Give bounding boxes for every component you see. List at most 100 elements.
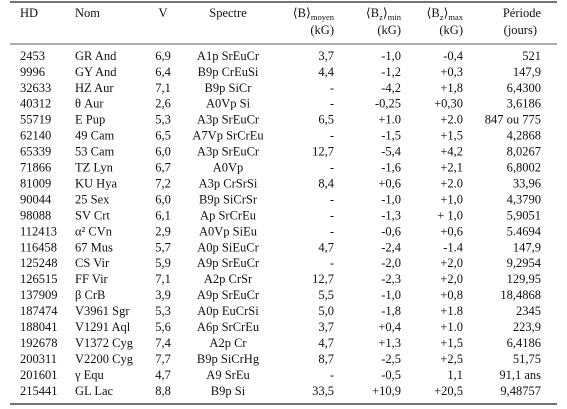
table-cell: Ap SrCrEu (200, 208, 257, 222)
table-cell: 188041 (20, 320, 58, 334)
table-cell: 33,96 (513, 176, 541, 190)
table-cell: - (330, 81, 334, 95)
table-cell: 6,7 (155, 161, 171, 175)
table-cell: +2,1 (440, 161, 463, 175)
header-text: Nom (75, 6, 100, 20)
table-cell: 2,6 (155, 97, 171, 111)
table-cell: - (330, 256, 334, 270)
table-cell: A6p SrCrEu (197, 320, 260, 334)
table-cell: 90044 (20, 192, 52, 206)
table-cell: 4,4 (318, 65, 334, 79)
table-cell: TZ Lyn (75, 161, 114, 175)
header-label: V (158, 6, 167, 20)
table-cell: A1p SrEuCr (197, 49, 260, 63)
table-cell: 55719 (20, 113, 51, 127)
table-cell: 137909 (20, 288, 58, 302)
table-cell: +1,5 (440, 129, 463, 143)
header-text: V (158, 6, 167, 20)
table-cell: -1,5 (381, 129, 401, 143)
table-cell: -1,6 (381, 161, 401, 175)
table-cell: 6,5 (318, 113, 334, 127)
table-cell: +0,6 (440, 224, 463, 238)
table-cell: +2.0 (440, 113, 463, 127)
table-cell: +2,5 (440, 352, 463, 366)
table-cell: GR And (75, 49, 117, 63)
table-cell: A3p SrEuCr (197, 145, 260, 159)
table-cell: 12,7 (312, 145, 334, 159)
table-cell: A2p Cr (209, 336, 247, 350)
table-cell: 8,0267 (507, 145, 541, 159)
table-cell: 6,8002 (507, 161, 541, 175)
table-cell: +1,0 (440, 192, 463, 206)
table-cell: 81009 (20, 176, 51, 190)
header-text: ⟨B (366, 6, 379, 20)
table-cell: 116458 (20, 240, 57, 254)
table-cell: 9996 (20, 65, 45, 79)
table-cell: -1,0 (381, 288, 401, 302)
table-cell: A3p CrSrSi (199, 176, 258, 190)
table-cell: 33,5 (312, 384, 334, 398)
header-unit: (kG) (439, 23, 463, 37)
table-cell: 3,6186 (507, 97, 541, 111)
table-cell: -0,4 (443, 49, 464, 63)
table-cell: 201601 (20, 368, 58, 382)
table-cell: -4,2 (381, 81, 401, 95)
table-cell: A9p SrEuCr (197, 256, 260, 270)
table-cell: 8,4 (318, 176, 334, 190)
table-cell: - (330, 97, 334, 111)
table-cell: -0,25 (375, 97, 401, 111)
table-cell: 521 (522, 49, 541, 63)
table-cell: 7,2 (155, 176, 171, 190)
table-cell: 51,75 (513, 352, 541, 366)
table-cell: GY And (75, 65, 117, 79)
table-cell: 2,9 (155, 224, 171, 238)
table-cell: A0Vp (213, 161, 244, 175)
table-cell: 112413 (20, 224, 57, 238)
table-cell: B9p CrEuSi (198, 65, 259, 79)
header-unit: (kG) (377, 23, 401, 37)
table-cell: -1,2 (381, 65, 401, 79)
header-label: ⟨B⟩moyen (293, 6, 335, 22)
table-cell: 4,3790 (507, 192, 541, 206)
table-cell: CS Vir (75, 256, 110, 270)
table-cell: A0p EuCrSi (197, 304, 259, 318)
table-cell: +0,3 (440, 65, 463, 79)
table-cell: SV Crt (75, 208, 110, 222)
table-cell: +4,2 (440, 145, 463, 159)
table-cell: 126515 (20, 272, 58, 286)
table-cell: E Pup (75, 113, 105, 127)
table-cell: 2453 (20, 49, 45, 63)
table-cell: A7Vp SrCrEu (192, 129, 264, 143)
table-cell: +0,30 (434, 97, 463, 111)
table-cell: 5,6 (155, 320, 171, 334)
table-cell: FF Vir (75, 272, 109, 286)
table-cell: 4,7 (155, 368, 171, 382)
table-cell: 847 ou 775 (485, 113, 541, 127)
table-cell: 3,7 (318, 49, 334, 63)
table-cell: +2,0 (440, 256, 463, 270)
table-cell: 9,2954 (507, 256, 542, 270)
table-cell: θ Aur (75, 97, 104, 111)
table-cell: 12,7 (312, 272, 334, 286)
header-text: ⟩ (443, 6, 448, 20)
header-label: ⟨Bz⟩max (426, 6, 463, 22)
table-cell: 5,5 (318, 288, 334, 302)
table-cell: B9p SiCrSr (199, 192, 258, 206)
table-cell: 6,0 (155, 192, 171, 206)
table-cell: 25 Sex (75, 192, 110, 206)
table-cell: 6,4 (155, 65, 171, 79)
table-cell: A9 SrEu (206, 368, 250, 382)
header-subscript: max (448, 12, 463, 22)
table-cell: -2,3 (381, 272, 401, 286)
table-cell: +1.8 (440, 304, 463, 318)
table-cell: -2,4 (381, 240, 402, 254)
table-cell: +1,5 (440, 336, 463, 350)
table-cell: -1,0 (381, 192, 401, 206)
table-cell: V1291 Aql (75, 320, 131, 334)
header-label: ⟨Bz⟩min (366, 6, 402, 22)
table-cell: +1,8 (440, 81, 463, 95)
table-cell: +0,6 (378, 176, 401, 190)
table-cell: 147,9 (513, 240, 541, 254)
table-cell: β CrB (75, 288, 105, 302)
table-cell: +2.0 (440, 176, 463, 190)
